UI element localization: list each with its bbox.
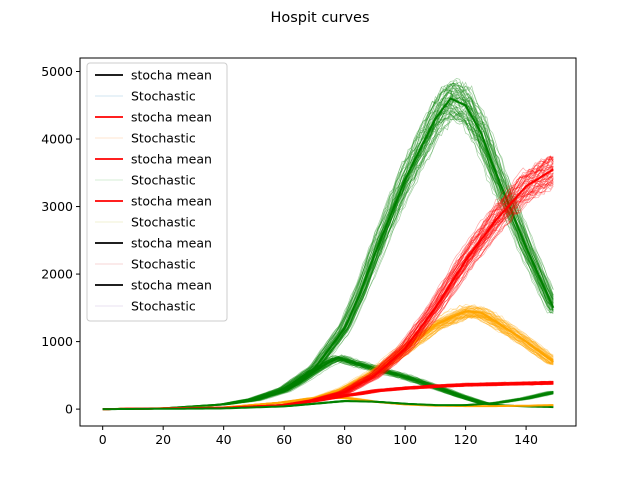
y-tick-label: 1000 [41, 334, 73, 349]
x-tick-label: 140 [514, 432, 538, 447]
legend-label: Stochastic [131, 299, 196, 314]
y-tick-label: 3000 [41, 199, 73, 214]
plot-area [102, 78, 555, 411]
legend-label: stocha mean [131, 110, 212, 125]
series-band-6 [102, 390, 554, 411]
legend-box [86, 62, 228, 322]
axes-frame [79, 57, 577, 427]
legend-label: stocha mean [131, 68, 212, 83]
legend-label: Stochastic [131, 173, 196, 188]
axes: 0 20 40 60 80 100 120 140 0 1000 2000 3000 4000 5000 [41, 57, 577, 447]
x-tick-label: 120 [454, 432, 478, 447]
series-mean-line [102, 391, 554, 411]
y-tick-label: 0 [65, 402, 73, 417]
y-tick-label: 4000 [41, 132, 73, 147]
legend-label: Stochastic [131, 257, 196, 272]
chart-title: Hospit curves [270, 10, 369, 26]
y-tick-label: 2000 [41, 267, 73, 282]
legend-label: stocha mean [131, 236, 212, 251]
x-tick-label: 100 [393, 432, 417, 447]
legend-label: stocha mean [131, 278, 212, 293]
x-tick-label: 80 [337, 432, 353, 447]
y-tick-label: 5000 [41, 64, 73, 79]
x-tick-label: 40 [216, 432, 232, 447]
legend-label: stocha mean [131, 194, 212, 209]
legend-label: Stochastic [131, 89, 196, 104]
x-tick-label: 0 [99, 432, 107, 447]
legend-label: Stochastic [131, 131, 196, 146]
legend: stocha mean Stochastic stocha mean Stochast… [86, 62, 228, 322]
legend-label: Stochastic [131, 215, 196, 230]
x-tick-label: 20 [155, 432, 171, 447]
legend-label: stocha mean [131, 152, 212, 167]
x-tick-label: 60 [276, 432, 292, 447]
